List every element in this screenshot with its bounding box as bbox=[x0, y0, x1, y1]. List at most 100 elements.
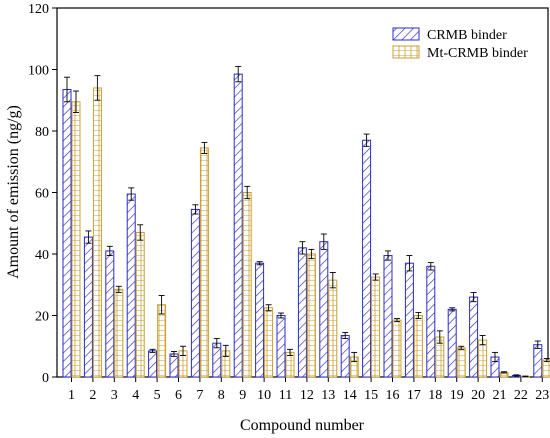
error-bar-crmb-22 bbox=[513, 374, 520, 377]
x-axis-title: Compound number bbox=[240, 417, 365, 434]
bar-crmb-2 bbox=[83, 236, 93, 378]
bar-crmb-11 bbox=[276, 315, 286, 378]
error-bar-mt-crmb-2 bbox=[94, 75, 101, 101]
error-bar-crmb-12 bbox=[299, 241, 306, 255]
error-bar-crmb-14 bbox=[342, 331, 349, 340]
x-tick-label: 22 bbox=[514, 388, 528, 403]
bar-crmb-19 bbox=[447, 308, 457, 378]
x-tick-label: 12 bbox=[300, 388, 314, 403]
bar-mt-crmb-7 bbox=[199, 147, 209, 378]
y-tick-label: 60 bbox=[35, 187, 49, 202]
x-tick-label: 5 bbox=[154, 388, 161, 403]
bar-mt-crmb-2 bbox=[92, 87, 102, 378]
error-bar-mt-crmb-10 bbox=[265, 304, 272, 312]
bar-crmb-9 bbox=[233, 73, 243, 378]
bar-mt-crmb-3 bbox=[114, 288, 124, 378]
x-tick-label: 18 bbox=[428, 388, 442, 403]
bar-mt-crmb-5 bbox=[157, 304, 167, 378]
error-bar-mt-crmb-4 bbox=[137, 224, 144, 241]
bar-crmb-18 bbox=[426, 265, 436, 378]
error-bar-mt-crmb-21 bbox=[501, 371, 507, 374]
bar-crmb-23 bbox=[533, 344, 543, 378]
x-tick-label: 1 bbox=[68, 388, 75, 403]
error-bar-mt-crmb-7 bbox=[201, 141, 208, 154]
error-bar-crmb-15 bbox=[363, 133, 370, 147]
error-bar-crmb-19 bbox=[449, 307, 456, 312]
bar-crmb-8 bbox=[212, 342, 222, 378]
bar-mt-crmb-16 bbox=[392, 319, 402, 378]
x-tick-label: 20 bbox=[471, 388, 485, 403]
x-tick-label: 17 bbox=[407, 388, 421, 403]
error-bar-mt-crmb-11 bbox=[287, 348, 293, 356]
bar-crmb-10 bbox=[255, 262, 265, 378]
bar-crmb-6 bbox=[169, 353, 179, 378]
bar-mt-crmb-19 bbox=[456, 347, 466, 378]
x-tick-label: 14 bbox=[343, 388, 357, 403]
error-bar-mt-crmb-19 bbox=[458, 345, 465, 350]
y-tick-label: 0 bbox=[42, 371, 49, 386]
bar-mt-crmb-4 bbox=[135, 231, 145, 378]
error-bar-crmb-18 bbox=[427, 262, 434, 271]
error-bar-crmb-23 bbox=[534, 340, 541, 349]
x-tick-label: 19 bbox=[450, 388, 464, 403]
error-bar-crmb-16 bbox=[385, 250, 391, 261]
x-tick-label: 2 bbox=[89, 388, 96, 403]
bar-crmb-17 bbox=[404, 262, 414, 378]
bar-mt-crmb-15 bbox=[371, 276, 381, 378]
x-tick-label: 3 bbox=[111, 388, 118, 403]
bar-mt-crmb-12 bbox=[306, 253, 316, 378]
x-tick-label: 15 bbox=[364, 388, 378, 403]
error-bar-crmb-2 bbox=[85, 230, 92, 244]
error-bar-mt-crmb-17 bbox=[415, 311, 422, 320]
error-bar-crmb-4 bbox=[128, 187, 135, 201]
bar-crmb-7 bbox=[190, 208, 200, 378]
error-bar-mt-crmb-16 bbox=[394, 318, 400, 323]
bar-crmb-12 bbox=[297, 247, 307, 378]
error-bar-mt-crmb-9 bbox=[244, 185, 251, 200]
bar-mt-crmb-10 bbox=[264, 307, 274, 378]
error-bar-crmb-8 bbox=[213, 338, 220, 349]
error-bar-mt-crmb-14 bbox=[351, 351, 358, 363]
error-bar-mt-crmb-5 bbox=[158, 295, 165, 315]
y-tick-label: 80 bbox=[35, 125, 49, 140]
error-bar-mt-crmb-3 bbox=[115, 285, 122, 293]
bar-crmb-3 bbox=[105, 250, 115, 378]
bar-crmb-16 bbox=[383, 255, 393, 378]
bar-crmb-15 bbox=[362, 139, 372, 378]
error-bar-mt-crmb-8 bbox=[222, 344, 229, 357]
x-tick-label: 21 bbox=[493, 388, 507, 403]
legend-label-mt-crmb: Mt-CRMB binder bbox=[427, 46, 528, 61]
legend-swatch-crmb bbox=[392, 27, 420, 41]
error-bar-crmb-21 bbox=[492, 351, 498, 363]
error-bar-mt-crmb-13 bbox=[329, 272, 336, 289]
error-bar-crmb-10 bbox=[256, 261, 263, 266]
y-tick-label: 40 bbox=[35, 248, 49, 263]
bar-crmb-5 bbox=[148, 350, 158, 378]
y-tick-label: 120 bbox=[28, 2, 49, 17]
error-bar-crmb-7 bbox=[192, 204, 199, 215]
y-tick-label: 20 bbox=[35, 310, 49, 325]
legend-swatch-mt-crmb bbox=[392, 45, 420, 59]
error-bar-crmb-20 bbox=[470, 291, 477, 303]
error-bar-crmb-6 bbox=[171, 351, 177, 357]
bar-mt-crmb-20 bbox=[478, 339, 488, 378]
error-bar-crmb-17 bbox=[406, 255, 413, 272]
bar-mt-crmb-1 bbox=[71, 101, 81, 378]
bar-mt-crmb-13 bbox=[328, 279, 338, 378]
error-bar-mt-crmb-20 bbox=[479, 335, 486, 346]
error-bar-mt-crmb-6 bbox=[180, 345, 186, 356]
x-tick-label: 16 bbox=[386, 388, 400, 403]
x-tick-label: 8 bbox=[218, 388, 225, 403]
error-bar-mt-crmb-15 bbox=[372, 273, 379, 281]
error-bar-crmb-5 bbox=[149, 348, 156, 353]
bar-crmb-1 bbox=[62, 88, 72, 378]
bar-crmb-20 bbox=[469, 296, 479, 378]
x-tick-label: 11 bbox=[279, 388, 292, 403]
legend: CRMB binder Mt-CRMB binder bbox=[392, 27, 528, 61]
bar-mt-crmb-23 bbox=[542, 359, 550, 378]
error-bar-crmb-13 bbox=[320, 233, 327, 250]
x-tick-label: 9 bbox=[239, 388, 246, 403]
bar-crmb-13 bbox=[319, 241, 329, 378]
error-bar-crmb-11 bbox=[278, 312, 284, 319]
